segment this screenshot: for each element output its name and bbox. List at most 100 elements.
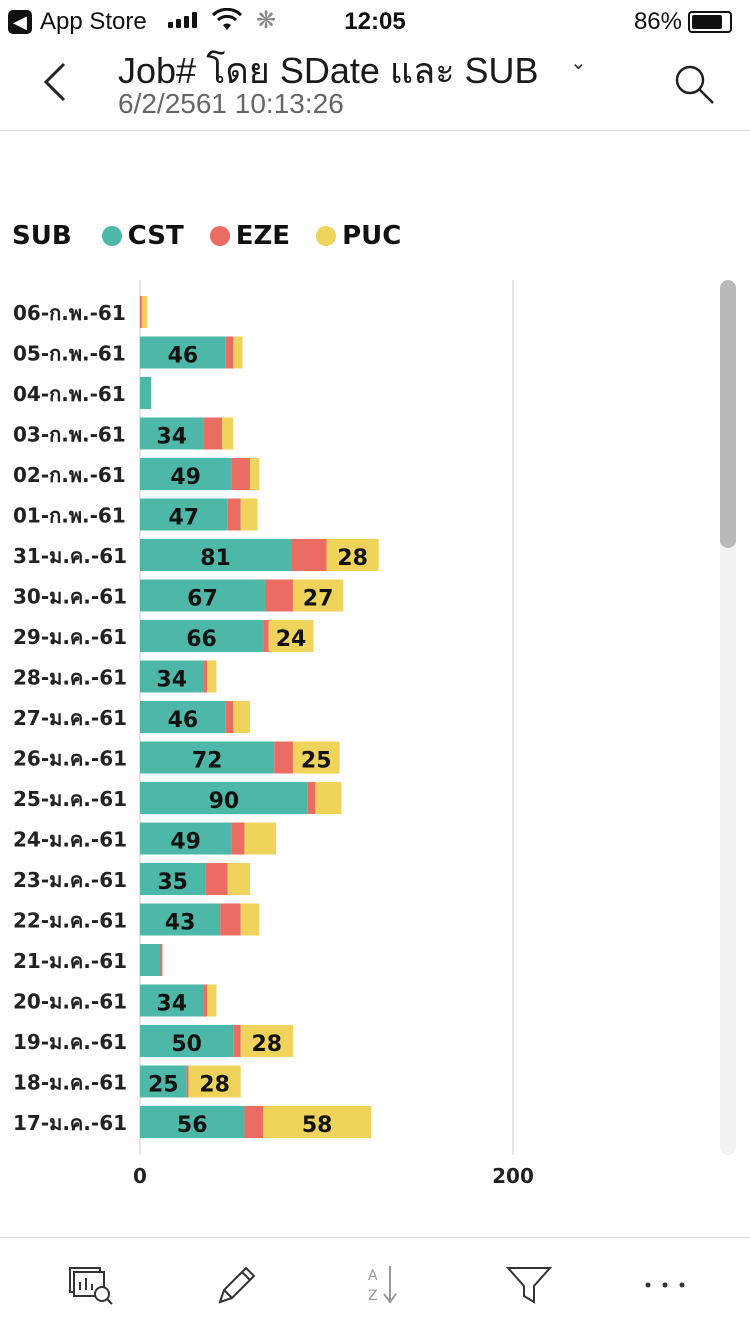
bar-eze (263, 620, 269, 652)
sort-icon[interactable]: A Z (360, 1260, 410, 1310)
legend-label-puc: PUC (342, 221, 402, 251)
bar-puc (188, 1065, 241, 1098)
bar-cst (140, 944, 161, 976)
category-label: 19-ม.ค.-61 (13, 1030, 127, 1054)
bar-eze (231, 458, 251, 490)
scrollbar-thumb[interactable] (720, 280, 736, 548)
page-title[interactable]: Job# โดย SDate และ SUB (118, 50, 539, 91)
bar-eze (205, 863, 228, 895)
bar-cst (140, 377, 152, 409)
category-label: 03-ก.พ.-61 (13, 423, 126, 447)
bar-eze (160, 944, 163, 976)
chart-legend: SUB CST EZE PUC (12, 218, 427, 254)
bar-cst (140, 498, 228, 531)
category-label: 06-ก.พ.-61 (13, 301, 126, 325)
bar-puc (240, 903, 260, 936)
bar-eze (203, 417, 223, 450)
bar-puc (207, 984, 217, 1017)
category-label: 22-ม.ค.-61 (13, 909, 127, 933)
data-label: 28 (199, 1073, 230, 1098)
bar-puc (233, 701, 251, 733)
legend-dot-cst (101, 226, 122, 246)
status-bar: ◀ App Store ❋ 12:05 86% (0, 0, 750, 42)
pencil-icon[interactable] (212, 1260, 262, 1310)
legend-title: SUB (12, 221, 72, 251)
data-label: 25 (148, 1073, 179, 1098)
data-label: 72 (192, 749, 223, 774)
bar-cst (140, 1106, 245, 1138)
category-label: 02-ก.พ.-61 (13, 463, 126, 487)
bar-cst (140, 741, 275, 774)
data-label: 90 (209, 789, 240, 814)
bar-puc (227, 863, 251, 895)
chart-scrollbar[interactable] (720, 280, 736, 1155)
bar-cst (140, 539, 292, 571)
category-label: 25-ม.ค.-61 (13, 787, 127, 811)
legend-item-cst[interactable]: CST (101, 221, 184, 251)
data-label: 47 (169, 506, 200, 531)
category-label: 04-ก.พ.-61 (13, 382, 126, 406)
bar-puc (268, 620, 314, 652)
data-label: 46 (168, 344, 199, 369)
category-label: 01-ก.พ.-61 (13, 504, 126, 528)
legend-item-eze[interactable]: EZE (209, 221, 291, 251)
category-label: 23-ม.ค.-61 (13, 868, 127, 892)
chevron-down-icon[interactable]: ⌄ (570, 50, 587, 74)
data-label: 25 (301, 749, 332, 774)
visual-insights-icon[interactable] (66, 1260, 116, 1310)
stacked-bar-chart: 0 200 06-ก.พ.-61 05-ก.พ.-61 46 04-ก.พ.-61 03-ก… (13, 280, 534, 1188)
back-to-app-store[interactable]: ◀ App Store (8, 8, 147, 36)
legend-dot-eze (209, 226, 230, 246)
more-icon[interactable] (640, 1260, 690, 1310)
category-label: 24-ม.ค.-61 (13, 828, 127, 852)
category-label: 31-ม.ค.-61 (13, 544, 127, 568)
bar-cst (140, 863, 206, 895)
chevron-left-icon[interactable] (40, 62, 68, 102)
bar-eze (244, 1106, 264, 1138)
bar-cst (140, 984, 204, 1017)
data-label: 43 (165, 911, 196, 936)
search-icon[interactable] (672, 62, 716, 106)
data-label: 81 (200, 546, 231, 571)
bar-eze (225, 336, 234, 369)
data-label: 34 (156, 668, 187, 693)
bar-cst (140, 1025, 234, 1057)
bar-eze (186, 1065, 189, 1098)
legend-label-cst: CST (127, 221, 184, 251)
bar-eze (140, 296, 142, 328)
data-label: 56 (177, 1113, 208, 1138)
category-label: 26-ม.ค.-61 (13, 747, 127, 771)
data-label: 49 (170, 830, 201, 855)
filter-icon[interactable] (504, 1260, 554, 1310)
legend-item-puc[interactable]: PUC (316, 221, 401, 251)
battery-icon (688, 11, 732, 33)
bar-puc (292, 579, 344, 612)
bar-eze (274, 741, 293, 774)
category-label: 27-ม.ค.-61 (13, 706, 127, 730)
bar-puc (240, 1025, 293, 1057)
bar-cst (140, 336, 226, 369)
legend-label-eze: EZE (235, 221, 291, 251)
battery-percent: 86% (633, 8, 682, 35)
bar-puc (263, 1106, 372, 1138)
data-label: 50 (171, 1032, 202, 1057)
bar-puc (240, 498, 258, 531)
x-tick-label: 200 (492, 1164, 534, 1188)
refresh-timestamp: 6/2/2561 10:13:26 (118, 88, 344, 119)
data-label: 49 (170, 465, 201, 490)
category-label: 17-ม.ค.-61 (13, 1111, 127, 1135)
data-label: 58 (302, 1113, 333, 1138)
bar-puc (292, 741, 340, 774)
battery-indicator: 86% (634, 8, 732, 36)
status-time: 12:05 (344, 8, 406, 35)
bar-eze (203, 984, 208, 1017)
bar-cst (140, 782, 308, 814)
bar-puc (326, 539, 379, 571)
bar-cst (140, 903, 221, 936)
bar-puc (141, 296, 148, 328)
data-label: 28 (252, 1032, 283, 1057)
category-label: 20-ม.ค.-61 (13, 990, 127, 1014)
cell-signal-icon (168, 12, 200, 28)
bar-eze (307, 782, 316, 814)
data-label: 46 (168, 708, 199, 733)
